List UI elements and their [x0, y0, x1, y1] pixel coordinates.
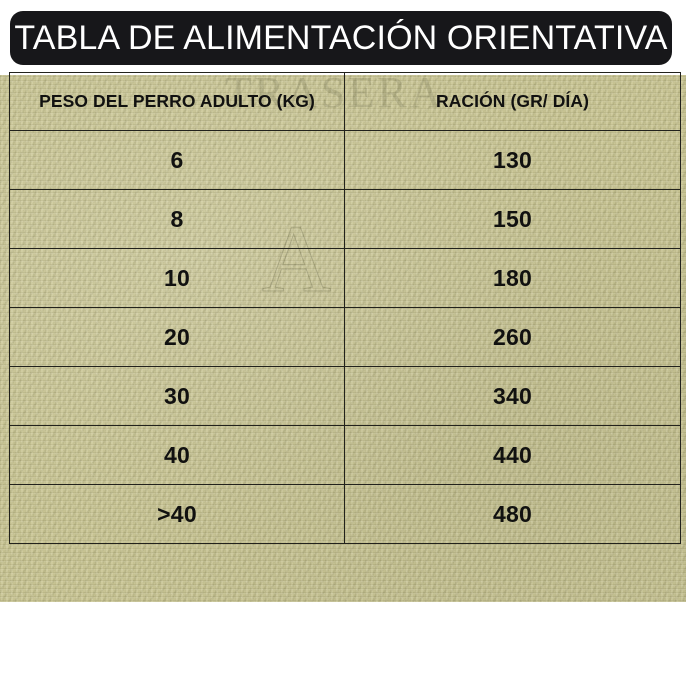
table-row: >40 480	[9, 484, 681, 544]
table-row: 30 340	[9, 366, 681, 426]
column-header-weight: PESO DEL PERRO ADULTO (KG)	[9, 72, 345, 131]
cell-weight: 10	[9, 248, 345, 308]
page-title: TABLA DE ALIMENTACIÓN ORIENTATIVA	[14, 19, 668, 57]
column-header-ration: RACIÓN (GR/ DÍA)	[344, 72, 681, 131]
table-row: 8 150	[9, 189, 681, 249]
cell-weight: 6	[9, 130, 345, 190]
table-row: 6 130	[9, 130, 681, 190]
cell-weight: 8	[9, 189, 345, 249]
cell-ration: 130	[344, 130, 681, 190]
cell-ration: 480	[344, 484, 681, 544]
table-row: 10 180	[9, 248, 681, 308]
cell-ration: 150	[344, 189, 681, 249]
title-bar: TABLA DE ALIMENTACIÓN ORIENTATIVA	[10, 11, 672, 65]
cell-ration: 440	[344, 425, 681, 485]
table-row: 20 260	[9, 307, 681, 367]
cell-weight: 30	[9, 366, 345, 426]
feeding-table: PESO DEL PERRO ADULTO (KG) RACIÓN (GR/ D…	[9, 72, 681, 544]
cell-weight: 40	[9, 425, 345, 485]
cell-ration: 340	[344, 366, 681, 426]
cell-weight: 20	[9, 307, 345, 367]
cell-weight: >40	[9, 484, 345, 544]
cell-ration: 180	[344, 248, 681, 308]
cell-ration: 260	[344, 307, 681, 367]
table-header-row: PESO DEL PERRO ADULTO (KG) RACIÓN (GR/ D…	[9, 72, 681, 131]
table-row: 40 440	[9, 425, 681, 485]
